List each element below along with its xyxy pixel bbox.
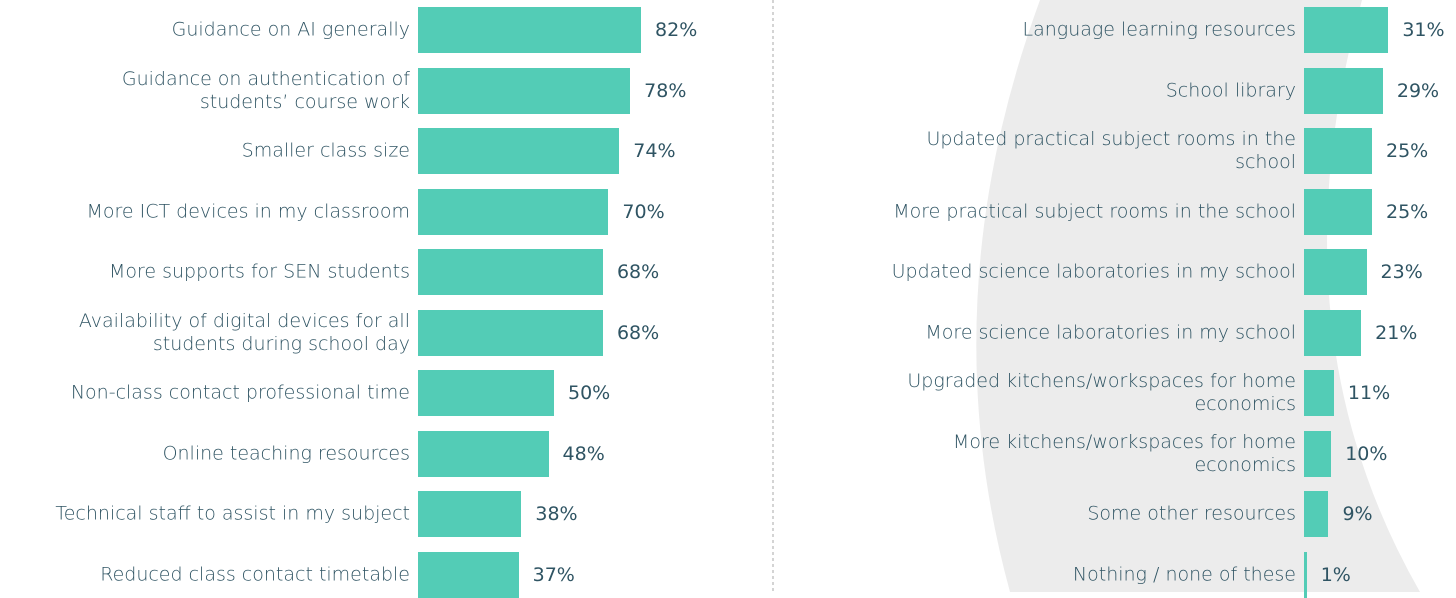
value-label: 37%	[532, 563, 575, 586]
bar	[418, 7, 642, 53]
category-label: Updated science laboratories in my schoo…	[891, 260, 1296, 283]
value-label: 74%	[633, 140, 676, 162]
category-label: Guidance on AI generally	[171, 18, 410, 41]
value-label: 31%	[1402, 19, 1445, 41]
value-label: 25%	[1386, 200, 1429, 223]
bar	[1304, 491, 1329, 537]
value-label: 1%	[1320, 563, 1351, 586]
bar	[418, 551, 519, 598]
value-label: 21%	[1375, 321, 1418, 344]
category-label: Guidance on authentication of students’ …	[121, 67, 410, 113]
category-label: More ICT devices in my classroom	[86, 200, 410, 222]
category-label: Nothing / none of these	[1072, 563, 1296, 585]
category-label: More kitchens/workspaces for home econom…	[952, 430, 1296, 476]
bar	[418, 249, 603, 295]
bar	[418, 491, 522, 537]
value-label: 38%	[535, 503, 578, 525]
value-label: 25%	[1386, 140, 1429, 162]
category-label: More supports for SEN students	[108, 260, 410, 283]
bar	[1304, 7, 1389, 53]
category-label: Non-class contact professional time	[70, 381, 410, 404]
category-label: Some other resources	[1087, 502, 1296, 525]
bar	[1304, 551, 1307, 598]
bar	[418, 309, 603, 356]
value-label: 48%	[562, 442, 605, 465]
bar	[1304, 67, 1383, 114]
category-label: More science laboratories in my school	[925, 321, 1296, 343]
category-label: School library	[1165, 79, 1296, 101]
bar	[418, 370, 554, 416]
value-label: 9%	[1342, 503, 1373, 525]
category-label: Online teaching resources	[162, 442, 410, 464]
bar	[418, 430, 549, 477]
bar	[1304, 128, 1372, 174]
value-label: 10%	[1345, 442, 1388, 465]
bar	[418, 188, 609, 235]
category-label: Upgraded kitchens/workspaces for home ec…	[907, 370, 1296, 415]
value-label: 82%	[655, 19, 698, 41]
category-label: Language learning resources	[1022, 18, 1296, 41]
value-label: 50%	[568, 382, 611, 404]
value-label: 68%	[616, 261, 660, 283]
value-label: 68%	[616, 321, 660, 344]
value-label: 11%	[1347, 382, 1391, 404]
bar	[1304, 309, 1362, 356]
category-label: Technical staff to assist in my subject	[55, 502, 410, 525]
bar	[1304, 249, 1367, 295]
category-label: More practical subject rooms in the scho…	[893, 200, 1296, 222]
bar	[418, 128, 620, 174]
category-label: Reduced class contact timetable	[100, 563, 410, 585]
category-label: Availability of digital devices for all …	[78, 309, 410, 355]
bar	[1304, 430, 1332, 477]
value-label: 78%	[644, 79, 687, 102]
value-label: 29%	[1396, 79, 1440, 102]
category-label: Smaller class size	[241, 139, 410, 162]
bar	[1304, 370, 1334, 416]
value-label: 70%	[622, 200, 665, 223]
bar	[1304, 188, 1372, 235]
category-label: Updated practical subject rooms in the s…	[926, 128, 1296, 173]
value-label: 23%	[1380, 261, 1423, 283]
bar	[418, 67, 631, 114]
